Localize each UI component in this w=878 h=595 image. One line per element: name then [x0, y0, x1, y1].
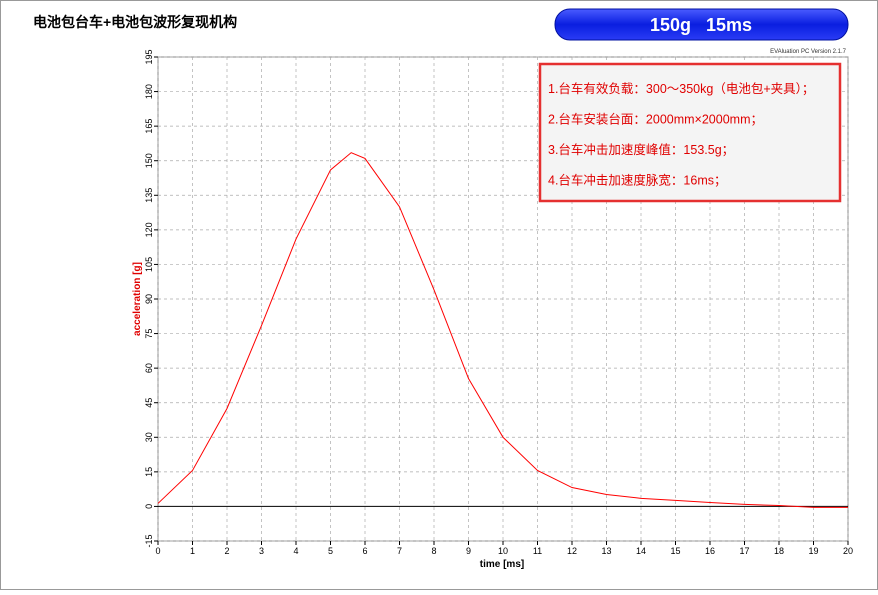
x-tick-label: 0 [155, 546, 160, 556]
y-axis-label: acceleration [g] [132, 262, 143, 336]
note: 1.台车有效负载：300～350kg（电池包+夹具）； [548, 81, 814, 96]
y-tick-label: 30 [144, 432, 154, 442]
y-tick-label: 60 [144, 363, 154, 373]
x-tick-label: 4 [293, 546, 298, 556]
x-tick-label: 13 [601, 546, 611, 556]
y-tick-label: 45 [144, 398, 154, 408]
note: 2.台车安装台面：2000mm×2000mm； [548, 112, 763, 127]
x-tick-label: 2 [224, 546, 229, 556]
y-tick-label: 0 [144, 504, 154, 509]
x-tick-label: 17 [739, 546, 749, 556]
x-tick-label: 20 [843, 546, 853, 556]
badge [554, 8, 849, 41]
x-tick-label: 3 [259, 546, 264, 556]
y-tick-label: 105 [144, 257, 154, 272]
x-tick-label: 15 [670, 546, 680, 556]
x-tick-label: 8 [431, 546, 436, 556]
version: EVAluation PC Version 2.1.7 [770, 49, 847, 55]
notes-box [538, 62, 842, 203]
y-tick-label: 180 [144, 84, 154, 99]
x-tick-label: 6 [362, 546, 367, 556]
x-tick-label: 10 [498, 546, 508, 556]
y-tick-label: 120 [144, 222, 154, 237]
y-tick-label: 15 [144, 467, 154, 477]
x-tick-label: 14 [636, 546, 646, 556]
y-tick-label: 195 [144, 49, 154, 64]
x-tick-label: 16 [705, 546, 715, 556]
note: 4.台车冲击加速度脉宽：16ms； [548, 173, 727, 188]
x-tick-label: 1 [190, 546, 195, 556]
page-title: 电池包台车+电池包波形复现机构 [33, 14, 237, 30]
x-tick-label: 18 [774, 546, 784, 556]
x-tick-label: 5 [328, 546, 333, 556]
y-tick-label: 75 [144, 329, 154, 339]
note: 3.台车冲击加速度峰值：153.5g； [548, 142, 734, 157]
x-tick-label: 11 [533, 546, 542, 556]
y-tick-label: 90 [144, 294, 154, 304]
x-tick-label: 7 [397, 546, 402, 556]
x-tick-label: 12 [567, 546, 577, 556]
badge-text: 150g 15ms [650, 15, 752, 35]
x-tick-label: 19 [808, 546, 818, 556]
data-line [157, 152, 848, 508]
y-tick-label: 135 [144, 188, 154, 203]
x-tick-label: 9 [466, 546, 471, 556]
y-tick-label: 150 [144, 153, 154, 168]
y-tick-label: -15 [144, 534, 154, 547]
y-tick-label: 165 [144, 119, 154, 134]
x-axis-label: time [ms] [480, 559, 524, 570]
